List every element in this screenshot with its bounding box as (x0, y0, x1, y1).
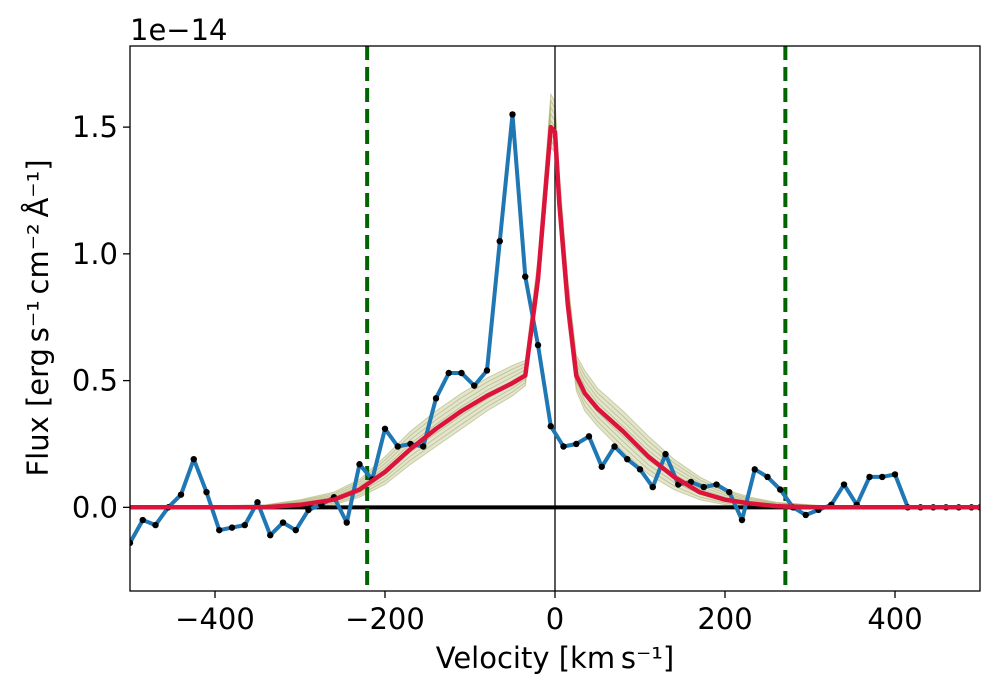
observed-data-point (305, 506, 312, 514)
observed-data-point (636, 466, 644, 473)
observed-data-point (662, 450, 669, 458)
observed-data-point (879, 473, 886, 481)
observed-data-point (203, 488, 210, 496)
y-tick-label: 1.0 (72, 237, 118, 271)
x-axis-title: Velocity [km s⁻¹] (436, 641, 675, 675)
observed-data-point (471, 382, 478, 389)
observed-data-point (802, 511, 809, 519)
observed-data-point (254, 499, 261, 506)
observed-data-point (560, 443, 567, 450)
observed-data-point (700, 483, 707, 491)
observed-data-point (891, 471, 899, 478)
observed-data-point (241, 521, 248, 529)
x-tick-label: 200 (697, 602, 752, 636)
x-tick-label: −200 (345, 602, 425, 636)
observed-data-point (152, 521, 159, 529)
observed-data-point (777, 486, 784, 493)
y-axis-title: Flux [erg s⁻¹ cm⁻² Å⁻¹] (21, 159, 55, 476)
x-tick-label: −400 (175, 602, 255, 636)
observed-data-point (726, 488, 733, 496)
observed-data-point (624, 455, 631, 463)
y-tick-label: 1.5 (72, 110, 118, 144)
observed-data-point (279, 519, 287, 526)
observed-data-point (751, 466, 758, 473)
y-tick-label: 0.5 (72, 364, 118, 398)
observed-data-point (130, 539, 134, 547)
observed-data-point (738, 516, 746, 524)
observed-data-point (483, 367, 491, 374)
y-offset-label: 1e−14 (130, 13, 228, 47)
observed-data-point (216, 526, 223, 534)
observed-data-point (228, 524, 236, 531)
best-fit-line (130, 124, 980, 510)
observed-data-point (139, 516, 146, 524)
observed-data-point (496, 237, 503, 245)
observed-data-point (356, 461, 363, 468)
plot-content (130, 46, 980, 591)
observed-data-point (509, 111, 516, 118)
observed-data-point (611, 443, 618, 450)
axes-ticks: −400 −200 0 200 400 0.0 0.5 1.0 1.5 (72, 110, 923, 636)
observed-data-point (573, 440, 580, 448)
observed-data-point (764, 473, 771, 481)
observed-data-point (585, 433, 593, 440)
y-tick-label: 0.0 (72, 490, 118, 524)
observed-data-point (445, 369, 452, 377)
observed-data-point (292, 526, 299, 534)
observed-data-point (190, 455, 197, 463)
observed-data-point (458, 369, 465, 377)
observed-data-point (547, 423, 554, 430)
observed-data-point (343, 519, 350, 526)
x-tick-label: 0 (546, 602, 564, 636)
observed-data-point (381, 425, 389, 432)
observed-data-point (534, 341, 542, 349)
plot-area (130, 46, 980, 591)
observed-data-point (420, 443, 427, 450)
observed-data-point (394, 443, 401, 450)
observed-data-point (649, 483, 656, 491)
observed-data-point (713, 481, 720, 488)
observed-data-point (522, 273, 529, 280)
observed-data-point (177, 491, 185, 498)
observed-data-point (866, 473, 873, 481)
observed-data-point (598, 463, 605, 470)
x-tick-label: 400 (867, 602, 922, 636)
observed-data-point (432, 395, 440, 402)
observed-data-point (840, 481, 848, 488)
observed-data-point (267, 532, 274, 539)
